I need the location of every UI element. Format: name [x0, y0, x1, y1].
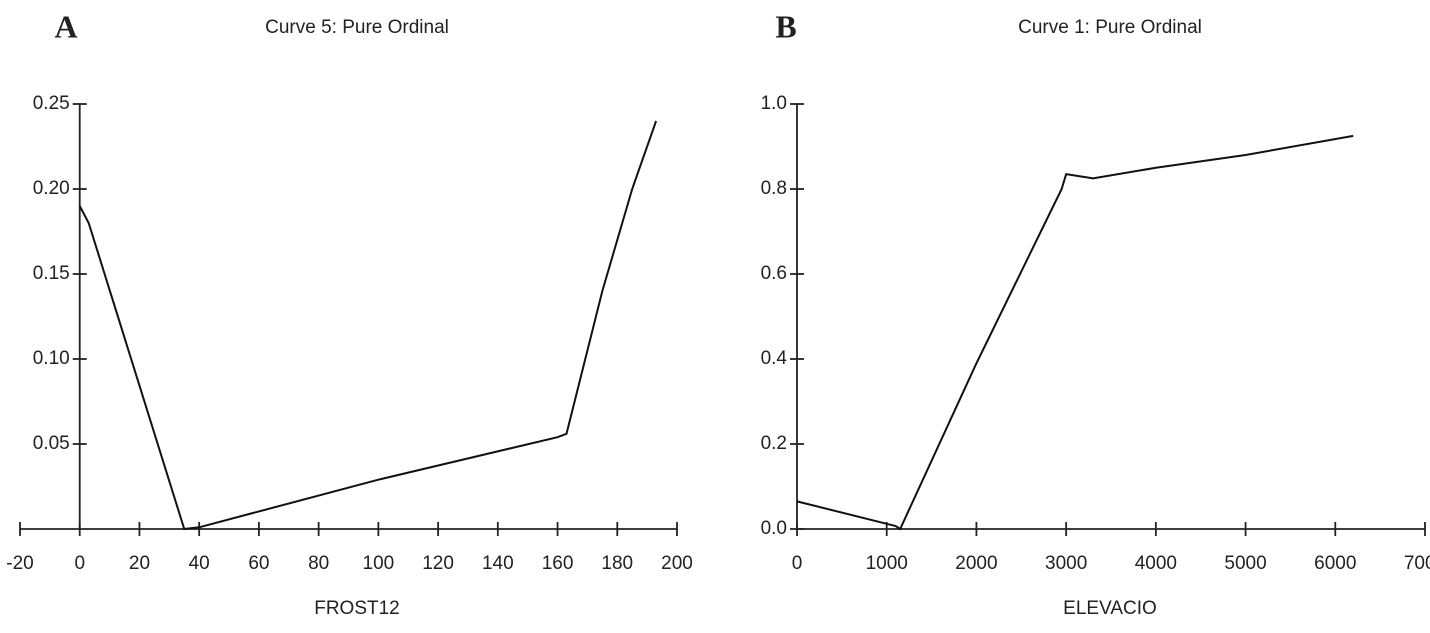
curve [78, 120, 658, 531]
y-tick-label: 0.25 [33, 93, 70, 114]
x-tick-label: 4000 [1135, 553, 1177, 574]
y-tick-label: 0.05 [33, 433, 70, 454]
y-tick-label: 0.2 [761, 433, 787, 454]
x-tick-label: 3000 [1045, 553, 1087, 574]
x-tick-label: 1000 [866, 553, 908, 574]
x-tick-label: 2000 [955, 553, 997, 574]
y-tick-label: 1.0 [761, 93, 787, 114]
x-tick-label: 140 [482, 553, 514, 574]
chart-title: Curve 1: Pure Ordinal [1018, 17, 1202, 38]
x-tick-label: 0 [74, 553, 85, 574]
chart-title: Curve 5: Pure Ordinal [265, 17, 449, 38]
x-tick-label: 5000 [1224, 553, 1266, 574]
y-tick-label: 0.0 [761, 518, 787, 539]
curve [796, 134, 1354, 531]
x-tick-label: 20 [129, 553, 150, 574]
x-tick-label: 7000 [1404, 553, 1430, 574]
x-axis-label: ELEVACIO [1063, 598, 1157, 619]
y-tick-label: 0.15 [33, 263, 70, 284]
x-tick-label: 160 [542, 553, 574, 574]
x-tick-label: 120 [422, 553, 454, 574]
x-tick-label: -20 [6, 553, 33, 574]
y-tick-label: 0.10 [33, 348, 70, 369]
panel-letter: A [54, 8, 77, 44]
x-tick-label: 180 [601, 553, 633, 574]
y-tick-label: 0.4 [761, 348, 788, 369]
y-tick-label: 0.6 [761, 263, 787, 284]
x-tick-label: 6000 [1314, 553, 1356, 574]
x-tick-label: 60 [248, 553, 269, 574]
panel-letter: B [775, 8, 796, 44]
x-axis-label: FROST12 [314, 598, 400, 619]
x-tick-label: 200 [661, 553, 693, 574]
x-tick-label: 40 [189, 553, 210, 574]
y-tick-label: 0.20 [33, 178, 70, 199]
x-tick-label: 0 [792, 553, 803, 574]
x-tick-label: 80 [308, 553, 329, 574]
y-tick-label: 0.8 [761, 178, 787, 199]
x-tick-label: 100 [363, 553, 395, 574]
